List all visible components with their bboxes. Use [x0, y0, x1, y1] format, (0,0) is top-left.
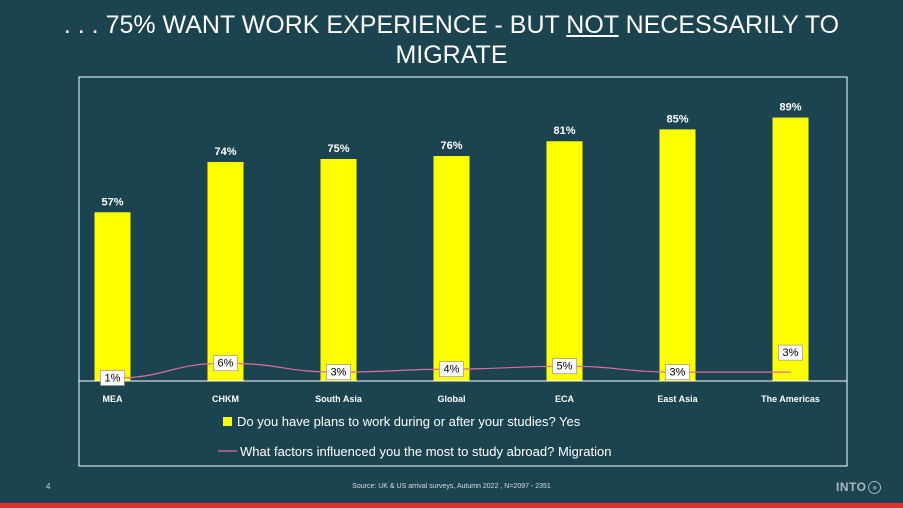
bar-data-label: 74%	[214, 146, 236, 158]
line-data-label: 3%	[331, 367, 347, 379]
bar	[772, 117, 809, 381]
slide-title: . . . 75% WANT WORK EXPERIENCE - BUT NOT…	[40, 10, 863, 70]
line-data-label: 3%	[670, 367, 686, 379]
line-data-label: 5%	[557, 361, 573, 373]
plot-area	[78, 76, 848, 467]
line-data-label-box	[326, 364, 351, 380]
line-data-label-box	[213, 355, 238, 372]
line-data-label-box	[552, 358, 577, 375]
x-tick-label: Global	[437, 394, 465, 404]
bar	[207, 161, 244, 381]
bar-data-labels: 57% 74% 75% 76% 81% 85% 89%	[101, 102, 801, 209]
bar-data-label: 76%	[440, 140, 462, 152]
bottom-accent-bar	[0, 503, 903, 508]
bar	[320, 159, 357, 381]
title-part2: NECESSARILY TO MIGRATE	[395, 11, 840, 69]
line-data-label: 6%	[218, 358, 234, 370]
legend-swatch-bar	[223, 417, 232, 426]
x-tick-label: South Asia	[315, 394, 363, 404]
bar-data-label: 89%	[779, 102, 801, 114]
x-tick-label: MEA	[103, 394, 124, 404]
bar	[433, 156, 470, 381]
line-data-label: 1%	[105, 373, 121, 385]
line-data-labels: 1% 6% 3% 4% 5% 3% 3%	[100, 344, 803, 386]
line-data-label-box	[439, 361, 464, 377]
bar-data-label: 81%	[553, 125, 575, 137]
logo-arrow-icon: »	[868, 481, 882, 495]
bar	[659, 129, 696, 381]
bar-data-label: 85%	[666, 113, 688, 125]
line-data-label: 3%	[783, 347, 799, 359]
page-number: 4	[46, 482, 51, 491]
title-part1: . . . 75% WANT WORK EXPERIENCE - BUT	[63, 11, 567, 39]
legend-label-line: What factors influenced you the most to …	[240, 444, 611, 459]
line-data-label-box	[665, 364, 690, 380]
bar	[546, 141, 583, 381]
legend: Do you have plans to work during or afte…	[218, 414, 611, 459]
legend-label-bar: Do you have plans to work during or afte…	[237, 414, 581, 429]
brand-logo: INTO»	[836, 480, 882, 495]
line-data-label-box	[778, 344, 803, 361]
bar-series	[94, 117, 809, 381]
x-tick-labels: MEA CHKM South Asia Global ECA East Asia The A…	[103, 394, 820, 404]
line-data-label: 4%	[444, 364, 460, 376]
x-tick-label: East Asia	[657, 394, 698, 404]
bar-data-label: 57%	[101, 196, 123, 208]
line-data-label-box	[100, 370, 125, 386]
bar-data-label: 75%	[327, 143, 349, 155]
title-underlined: NOT	[566, 11, 619, 39]
logo-text: INTO	[836, 480, 867, 494]
x-tick-label: The Americas	[761, 394, 820, 404]
bar	[94, 212, 131, 381]
x-tick-label: ECA	[555, 394, 575, 404]
source-note: Source: UK & US arrival surveys, Autumn …	[352, 483, 551, 490]
x-tick-label: CHKM	[212, 394, 239, 404]
